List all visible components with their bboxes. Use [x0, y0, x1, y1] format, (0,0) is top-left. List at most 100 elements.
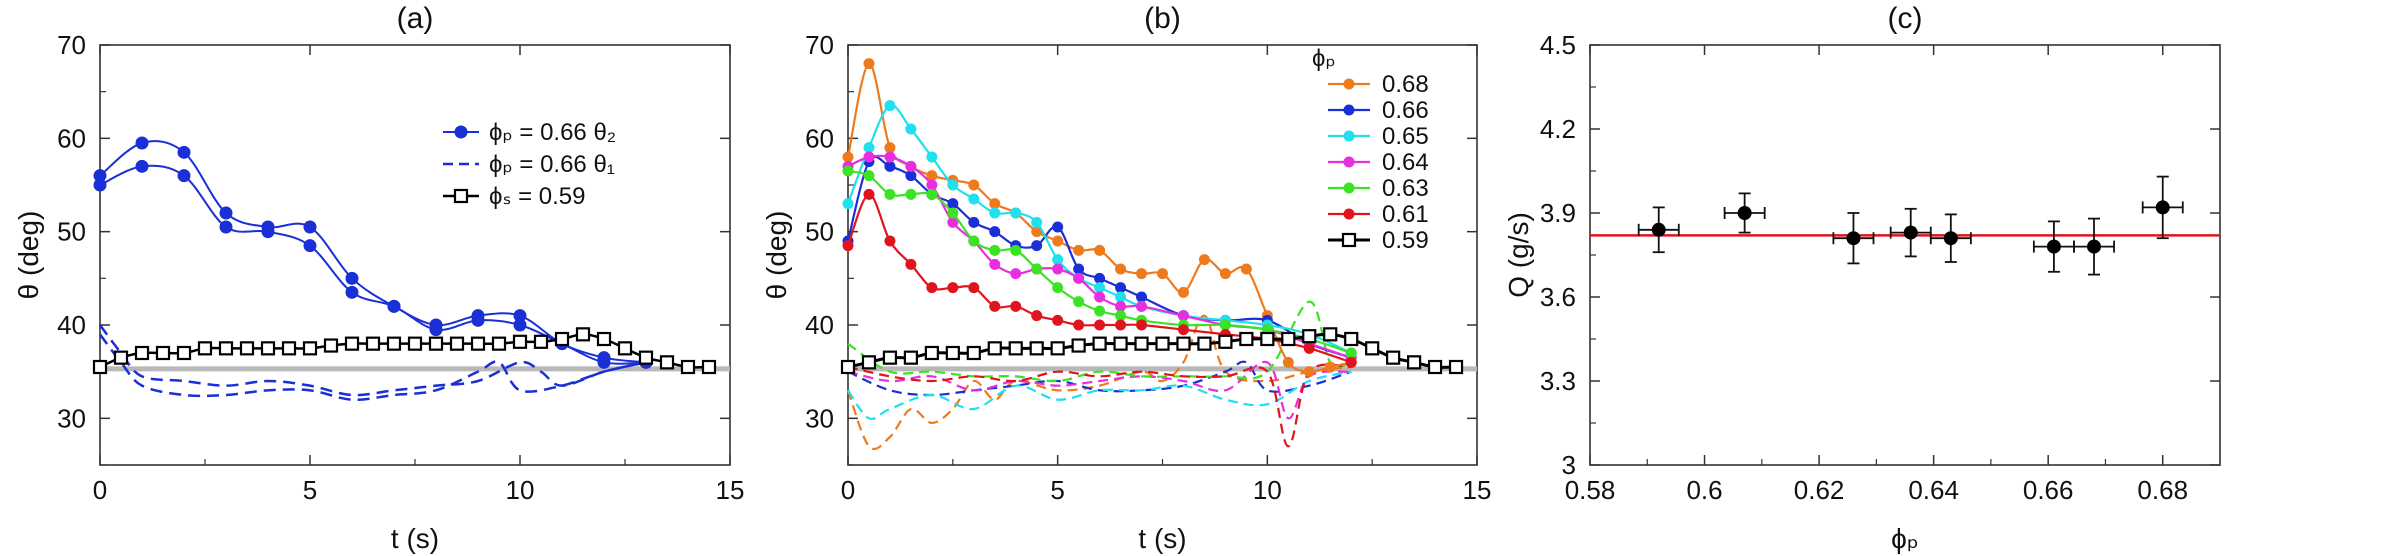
data-point	[926, 170, 938, 182]
data-point	[1136, 268, 1148, 280]
y-tick-label: 3.9	[1540, 198, 1576, 228]
data-point	[93, 169, 107, 183]
plot-frame	[1589, 44, 2221, 466]
data-point	[863, 188, 875, 200]
data-point	[947, 198, 959, 210]
data-square	[1050, 341, 1065, 356]
data-square	[1008, 341, 1023, 356]
data-square	[1092, 336, 1107, 351]
data-point	[1094, 282, 1106, 294]
data-point	[1115, 282, 1127, 294]
legend-label: 0.65	[1382, 123, 1429, 150]
data-point	[2046, 239, 2061, 254]
data-point	[345, 271, 359, 285]
data-square	[1365, 341, 1380, 356]
data-square	[92, 359, 108, 375]
data-point	[884, 160, 896, 172]
data-point	[1115, 310, 1127, 322]
series-line	[847, 332, 1457, 369]
data-point	[905, 170, 917, 182]
legend-marker	[1343, 182, 1355, 194]
data-square	[407, 336, 423, 351]
x-tick-label: 0	[841, 475, 855, 505]
data-square	[966, 345, 981, 361]
legend-label: ϕₚ = 0.66 θ₂	[489, 119, 616, 146]
data-point	[345, 285, 359, 299]
legend-title: ϕₚ	[1312, 45, 1336, 72]
series-line	[98, 324, 647, 397]
y-axis-label: θ (deg)	[13, 211, 44, 300]
data-point	[968, 282, 980, 294]
data-square	[281, 341, 297, 356]
data-point	[429, 323, 443, 337]
x-axis-label: t (s)	[391, 523, 439, 554]
series-dashed-line	[847, 360, 1352, 420]
data-point	[1094, 305, 1106, 317]
data-point	[1115, 291, 1127, 303]
data-point	[1052, 254, 1064, 266]
legend-label: 0.64	[1382, 149, 1429, 176]
data-square	[1029, 341, 1044, 356]
data-point	[303, 239, 317, 253]
data-point	[1157, 268, 1168, 280]
data-point	[1651, 222, 1666, 237]
data-square	[176, 345, 192, 361]
data-point	[1052, 235, 1064, 247]
x-axis-label: ϕₚ	[1891, 523, 1919, 554]
panel-c: 0.58 0.6 0.62 0.64 0.66 0.68 3 3.3 3.6 3.9 4.2 4.5 (…	[1503, 2, 2221, 554]
data-square	[1406, 355, 1422, 370]
data-square	[638, 350, 654, 365]
data-point	[1282, 356, 1294, 368]
data-point	[1136, 319, 1148, 331]
legend-label: 0.61	[1382, 201, 1429, 228]
data-point	[842, 151, 854, 163]
data-point	[1115, 300, 1127, 312]
data-point	[863, 151, 875, 163]
data-square	[1323, 327, 1338, 342]
data-square	[659, 355, 675, 370]
data-point	[842, 240, 854, 252]
series-dashed-line	[847, 370, 1352, 421]
data-square	[701, 359, 717, 375]
y-tick-label: 50	[57, 217, 86, 247]
data-square	[260, 341, 276, 356]
data-square	[491, 336, 507, 351]
legend-marker	[1343, 156, 1355, 168]
x-tick-label: 0.62	[1794, 475, 1845, 505]
data-point	[1031, 226, 1043, 238]
legend-label: 0.63	[1382, 175, 1429, 202]
data-point	[1073, 319, 1085, 331]
data-point	[968, 179, 980, 191]
data-point	[968, 193, 980, 205]
data-point	[842, 198, 854, 210]
data-point	[1052, 314, 1064, 326]
data-point	[1345, 356, 1357, 368]
x-tick-label: 10	[1253, 475, 1282, 505]
data-point	[219, 206, 233, 220]
y-tick-label: 70	[805, 30, 834, 60]
y-tick-label: 50	[805, 217, 834, 247]
x-tick-label: 0	[93, 475, 107, 505]
data-point	[177, 145, 191, 159]
data-point	[1177, 310, 1189, 322]
data-point	[884, 188, 896, 200]
legend-marker	[1343, 104, 1355, 116]
x-axis-label: t (s)	[1138, 523, 1186, 554]
data-point	[1219, 319, 1231, 331]
data-square	[1134, 336, 1149, 351]
x-tick-label: 0.64	[1908, 475, 1959, 505]
data-square	[218, 341, 234, 356]
y-axis-label: Q (g/s)	[1503, 212, 1534, 298]
data-point	[926, 282, 938, 294]
data-square	[1176, 336, 1191, 351]
data-square	[302, 341, 318, 356]
x-tick-label: 5	[303, 475, 317, 505]
series-dashed-line	[847, 360, 1352, 397]
data-point	[905, 160, 917, 172]
data-point	[1136, 300, 1148, 312]
data-point	[905, 258, 917, 270]
data-point	[926, 188, 938, 200]
data-point	[1073, 296, 1085, 308]
data-point	[1303, 366, 1315, 378]
